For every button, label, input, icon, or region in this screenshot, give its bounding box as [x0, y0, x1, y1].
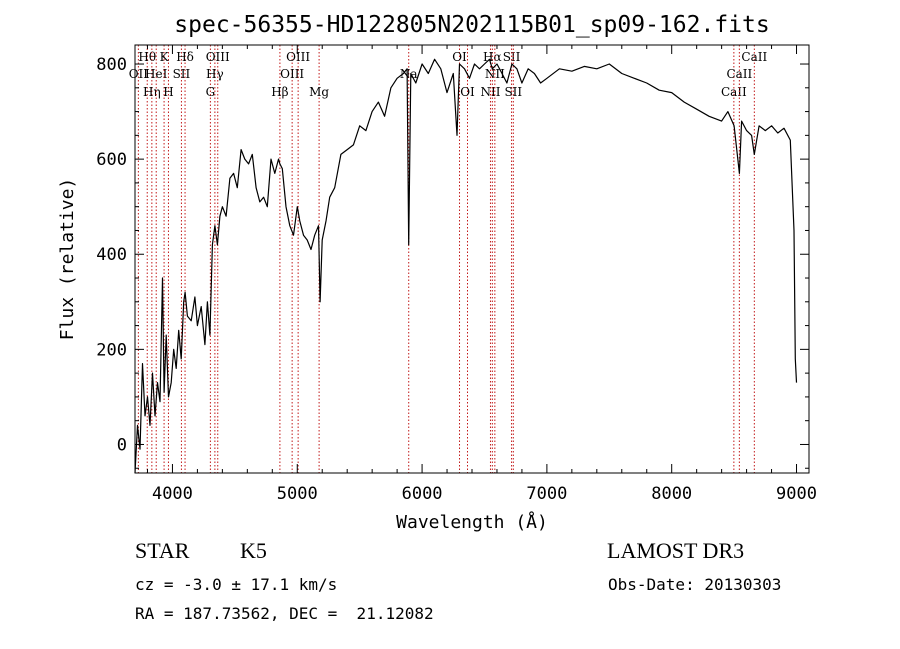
y-tick-label: 0 — [117, 435, 127, 455]
line-marker-label: OIII — [280, 67, 304, 81]
coordinates: RA = 187.73562, DEC = 21.12082 — [135, 604, 434, 623]
line-marker-label: H — [163, 85, 173, 99]
line-marker-label: HeI — [145, 67, 168, 81]
object-subclass: K5 — [240, 538, 267, 563]
object-class: STAR — [135, 538, 190, 563]
survey-name: LAMOST DR3 — [607, 538, 745, 563]
line-marker-label: K — [160, 50, 170, 64]
plot-frame — [134, 44, 810, 474]
spectrum-line — [134, 58, 798, 474]
line-marker-label: OII — [129, 67, 149, 81]
y-tick-label: 200 — [96, 340, 127, 360]
line-marker-label: OIII — [286, 50, 310, 64]
line-marker-label: SII — [504, 85, 522, 99]
x-tick-label: 5000 — [277, 484, 318, 504]
line-marker-label: Hγ — [206, 67, 224, 81]
series-layer — [134, 58, 798, 474]
y-tick-label: 600 — [96, 150, 127, 170]
line-marker-layer: OIIHθHηHeIKHSIIHδGHγOIIIHβOIIIOIIIMgNaOI… — [129, 45, 767, 473]
observation-date: Obs-Date: 20130303 — [608, 575, 782, 594]
line-marker-label: Hα — [483, 50, 502, 64]
chart-title: spec-56355-HD122805N202115B01_sp09-162.f… — [174, 12, 769, 38]
line-marker-label: Hδ — [176, 50, 194, 64]
line-marker-label: CaII — [721, 85, 747, 99]
y-axis-label: Flux (relative) — [57, 178, 78, 341]
y-tick-label: 800 — [96, 55, 127, 75]
x-tick-label: 9000 — [776, 484, 817, 504]
line-marker-label: SII — [173, 67, 191, 81]
line-marker-label: OI — [460, 85, 475, 99]
line-marker-label: Mg — [309, 85, 329, 99]
redshift-cz: cz = -3.0 ± 17.1 km/s — [135, 575, 338, 594]
x-tick-label: 4000 — [152, 484, 193, 504]
line-marker-label: CaII — [741, 50, 767, 64]
x-tick-label: 6000 — [402, 484, 443, 504]
line-marker-label: NII — [480, 85, 500, 99]
line-marker-label: OIII — [206, 50, 230, 64]
line-marker-label: G — [206, 85, 216, 99]
line-marker-label: Hη — [143, 85, 161, 99]
line-marker-label: SII — [503, 50, 521, 64]
line-marker-label: OI — [452, 50, 467, 64]
x-tick-label: 8000 — [651, 484, 692, 504]
line-marker-label: CaII — [726, 67, 752, 81]
x-tick-label: 7000 — [526, 484, 567, 504]
line-marker-label: Hβ — [271, 85, 288, 99]
y-tick-label: 400 — [96, 245, 127, 265]
line-marker-label: Hθ — [138, 50, 156, 64]
x-axis-label: Wavelength (Å) — [396, 511, 548, 533]
axis-layer: 4000 5000 6000 7000 8000 9000 0 200 400 600 800 — [96, 45, 817, 504]
